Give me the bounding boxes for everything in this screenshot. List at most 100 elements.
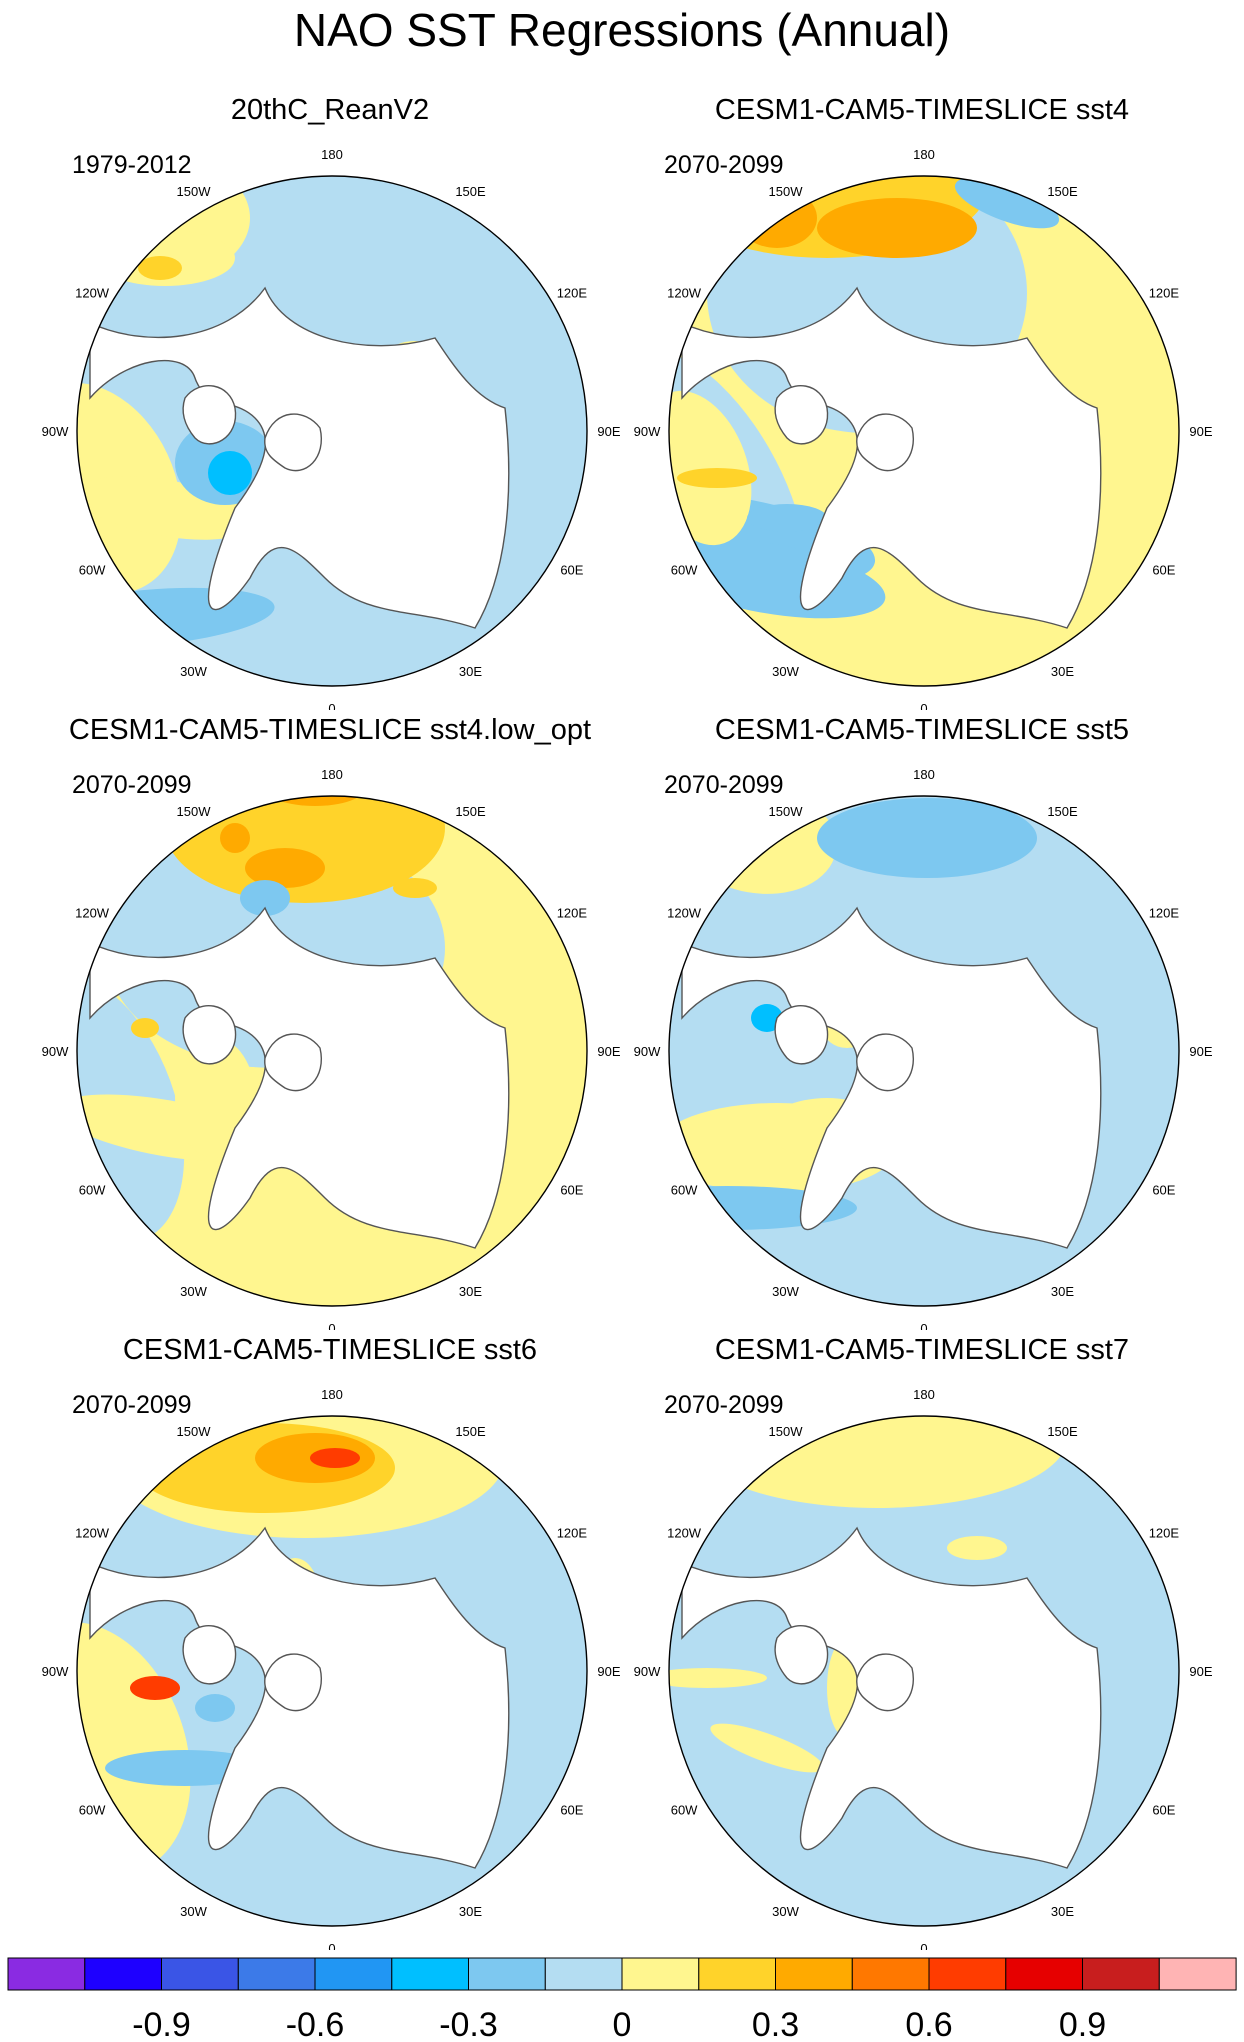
longitude-label: 60E <box>1152 1183 1175 1198</box>
sst-anomaly-region <box>947 1536 1007 1560</box>
panel-period: 2070-2099 <box>664 771 784 799</box>
longitude-label: 150W <box>177 184 212 199</box>
longitude-label: 60W <box>671 1803 698 1818</box>
longitude-label: 150E <box>1047 184 1078 199</box>
colorbar-swatch <box>314 1957 393 1991</box>
panel-period: 2070-2099 <box>664 1391 784 1419</box>
sst-anomaly-region <box>220 823 250 853</box>
longitude-label: 90W <box>634 1664 661 1679</box>
sst-anomaly-region <box>265 796 365 806</box>
map-panel: 180 150E 120E 90E 60E 30E 0 30W 60W 90W 120W 150W 2… <box>30 90 630 710</box>
longitude-label: 0 <box>328 1941 335 1950</box>
panel-period: 2070-2099 <box>664 151 784 179</box>
colorbar-swatch <box>775 1957 853 1991</box>
colorbar-swatch <box>698 1957 777 1991</box>
longitude-label: 90E <box>597 1664 620 1679</box>
colorbar-tick-label: -0.6 <box>286 2006 345 2042</box>
colorbar-swatch <box>237 1957 316 1991</box>
panel-period: 2070-2099 <box>72 1391 192 1419</box>
longitude-label: 30E <box>1051 664 1074 679</box>
longitude-label: 60W <box>79 1803 106 1818</box>
longitude-label: 0 <box>920 1941 927 1950</box>
land-mask <box>264 1033 322 1092</box>
longitude-label: 30E <box>1051 1284 1074 1299</box>
map-panel: 180 150E 120E 90E 60E 30E 0 30W 60W 90W 120W 150W C… <box>30 710 630 1330</box>
longitude-label: 150E <box>455 184 486 199</box>
colorbar-swatch <box>928 1957 1007 1991</box>
longitude-label: 0 <box>920 701 927 710</box>
colorbar-tick-label: 0.9 <box>1059 2006 1106 2042</box>
sst-anomaly-region <box>817 198 977 258</box>
colorbar-tick-label: -0.3 <box>439 2006 498 2042</box>
land-mask <box>856 413 914 472</box>
longitude-label: 0 <box>920 1321 927 1330</box>
land-mask <box>182 385 237 445</box>
sst-anomaly-region <box>817 798 1037 878</box>
map-boundary <box>668 795 1180 1307</box>
colorbar-swatch <box>544 1957 623 1991</box>
main-title: NAO SST Regressions (Annual) <box>293 4 951 56</box>
panel-title: CESM1-CAM5-TIMESLICE sst6 <box>122 1334 538 1366</box>
longitude-label: 30E <box>459 1904 482 1919</box>
land-mask <box>264 413 322 472</box>
longitude-label: 0 <box>328 701 335 710</box>
colorbar-swatch <box>468 1957 546 1991</box>
colorbar-tick-label: 0 <box>613 2006 632 2042</box>
land-mask <box>856 1653 914 1712</box>
map-boundary <box>76 795 588 1307</box>
longitude-label: 150E <box>455 804 486 819</box>
colorbar-swatch <box>1005 1957 1084 1991</box>
longitude-label: 180 <box>321 147 343 162</box>
sst-anomaly-region <box>240 880 290 916</box>
sst-anomaly-region <box>195 1694 235 1722</box>
longitude-label: 90W <box>634 1044 661 1059</box>
longitude-label: 30E <box>459 664 482 679</box>
longitude-label: 30W <box>772 1904 799 1919</box>
longitude-label: 60W <box>671 563 698 578</box>
colorbar-tick-label: 0.6 <box>905 2006 952 2042</box>
sst-anomaly-region <box>165 796 445 903</box>
land-mask <box>774 385 829 445</box>
panel-title: CESM1-CAM5-TIMESLICE sst5 <box>714 714 1130 746</box>
panel-title: CESM1-CAM5-TIMESLICE sst7 <box>714 1334 1130 1366</box>
map-boundary <box>668 1415 1180 1927</box>
longitude-label: 30W <box>180 664 207 679</box>
polar-map: 180 150E 120E 90E 60E 30E 0 30W 60W 90W 120W 150W <box>42 767 621 1330</box>
longitude-label: 60E <box>1152 1803 1175 1818</box>
sst-anomaly-region <box>677 468 757 488</box>
longitude-label: 120E <box>557 1526 588 1541</box>
longitude-label: 120W <box>75 906 110 921</box>
longitude-label: 60E <box>1152 563 1175 578</box>
polar-map: 180 150E 120E 90E 60E 30E 0 30W 60W 90W 120W 150W <box>634 1387 1213 1950</box>
land-mask <box>774 1005 829 1065</box>
longitude-label: 90W <box>42 1664 69 1679</box>
land-mask <box>774 1625 829 1685</box>
longitude-label: 150W <box>177 1424 212 1439</box>
longitude-label: 150W <box>177 804 212 819</box>
map-boundary <box>668 175 1180 687</box>
longitude-label: 150E <box>1047 804 1078 819</box>
longitude-label: 90W <box>634 424 661 439</box>
land-mask <box>856 1033 914 1092</box>
colorbar-swatch <box>7 1957 86 1991</box>
colorbar: -0.9 -0.6 -0.3 0 0.3 0.6 0.9 <box>7 1957 1237 2042</box>
map-panel: 180 150E 120E 90E 60E 30E 0 30W 60W 90W 120W 150W C… <box>622 1330 1222 1950</box>
longitude-label: 120E <box>557 906 588 921</box>
panel-period: 2070-2099 <box>72 771 192 799</box>
longitude-label: 30W <box>772 664 799 679</box>
sst-anomaly-region <box>710 1723 824 1773</box>
polar-map: 180 150E 120E 90E 60E 30E 0 30W 60W 90W 120W 150W <box>42 147 621 710</box>
longitude-label: 120E <box>557 286 588 301</box>
sst-anomaly-region <box>393 878 437 898</box>
sst-anomaly-region <box>310 1448 360 1468</box>
panel-title: CESM1-CAM5-TIMESLICE sst4 <box>714 94 1130 126</box>
longitude-label: 180 <box>913 147 935 162</box>
sst-anomaly-region <box>687 1416 1067 1508</box>
longitude-label: 30E <box>1051 1904 1074 1919</box>
longitude-label: 120W <box>667 286 702 301</box>
sst-anomaly-region <box>208 451 252 495</box>
longitude-label: 150W <box>769 184 804 199</box>
map-boundary <box>76 1415 588 1927</box>
colorbar-swatch <box>1158 1957 1237 1991</box>
longitude-label: 90E <box>597 1044 620 1059</box>
